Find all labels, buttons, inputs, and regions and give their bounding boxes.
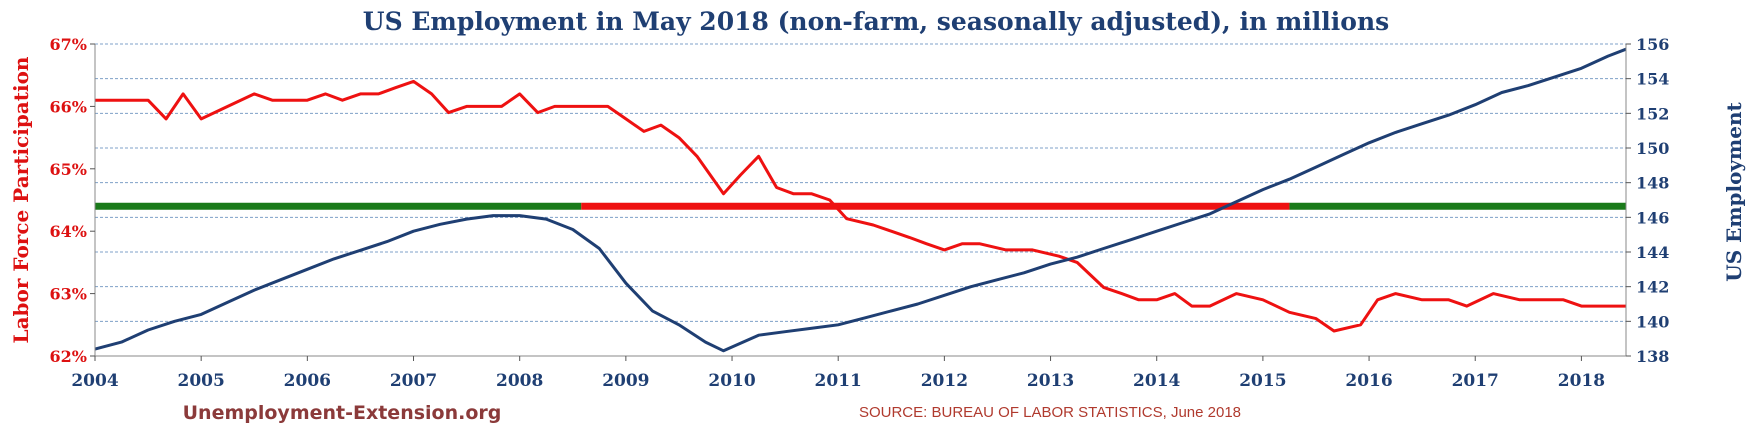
left-tick-label: 67% bbox=[50, 35, 87, 54]
x-tick-label: 2017 bbox=[1452, 371, 1499, 391]
left-tick-label: 63% bbox=[50, 285, 87, 304]
x-tick-label: 2016 bbox=[1345, 371, 1392, 391]
chart-title: US Employment in May 2018 (non-farm, sea… bbox=[363, 7, 1389, 36]
x-tick-label: 2008 bbox=[496, 371, 543, 391]
x-tick-label: 2010 bbox=[708, 371, 755, 391]
x-axis-ticks: 2004 2005 2006 2007 2008 2009 2010 2011 2012 2013… bbox=[71, 356, 1605, 391]
x-tick-label: 2004 bbox=[71, 371, 118, 391]
x-tick-label: 2013 bbox=[1027, 371, 1074, 391]
x-tick-label: 2007 bbox=[390, 371, 437, 391]
left-tick-label: 65% bbox=[50, 160, 87, 179]
right-tick-label: 142 bbox=[1636, 278, 1669, 297]
gridlines bbox=[95, 43, 1626, 357]
right-tick-label: 150 bbox=[1636, 139, 1669, 158]
right-axis-ticks: 138 140 142 144 146 148 150 152 154 156 bbox=[1626, 35, 1669, 366]
right-tick-label: 144 bbox=[1636, 243, 1669, 262]
right-tick-label: 154 bbox=[1636, 70, 1669, 89]
participation-line bbox=[95, 79, 1626, 333]
right-tick-label: 152 bbox=[1636, 104, 1669, 123]
footer-site: Unemployment-Extension.org bbox=[183, 402, 502, 424]
x-tick-label: 2005 bbox=[178, 371, 225, 391]
x-tick-label: 2018 bbox=[1558, 371, 1605, 391]
right-axis-label: US Employment bbox=[1722, 102, 1746, 282]
x-tick-label: 2011 bbox=[815, 371, 862, 391]
left-tick-label: 64% bbox=[50, 222, 87, 241]
series-lines bbox=[94, 47, 1627, 353]
x-tick-label: 2006 bbox=[284, 371, 331, 391]
left-tick-label: 62% bbox=[50, 347, 87, 366]
right-tick-label: 148 bbox=[1636, 174, 1669, 193]
right-tick-label: 138 bbox=[1636, 347, 1669, 366]
left-axis-label: Labor Force Participation bbox=[9, 56, 33, 343]
right-tick-label: 140 bbox=[1636, 312, 1669, 331]
x-tick-label: 2015 bbox=[1239, 371, 1286, 391]
employment-line bbox=[94, 47, 1627, 353]
footer-source: SOURCE: BUREAU OF LABOR STATISTICS, June… bbox=[859, 404, 1241, 421]
right-tick-label: 146 bbox=[1636, 208, 1669, 227]
x-tick-label: 2012 bbox=[921, 371, 968, 391]
left-tick-label: 66% bbox=[50, 97, 87, 116]
x-tick-label: 2014 bbox=[1133, 371, 1180, 391]
x-tick-label: 2009 bbox=[602, 371, 649, 391]
right-tick-label: 156 bbox=[1636, 35, 1669, 54]
axes bbox=[94, 44, 1627, 357]
left-axis-ticks: 62% 63% 64% 65% 66% 67% bbox=[50, 35, 95, 366]
